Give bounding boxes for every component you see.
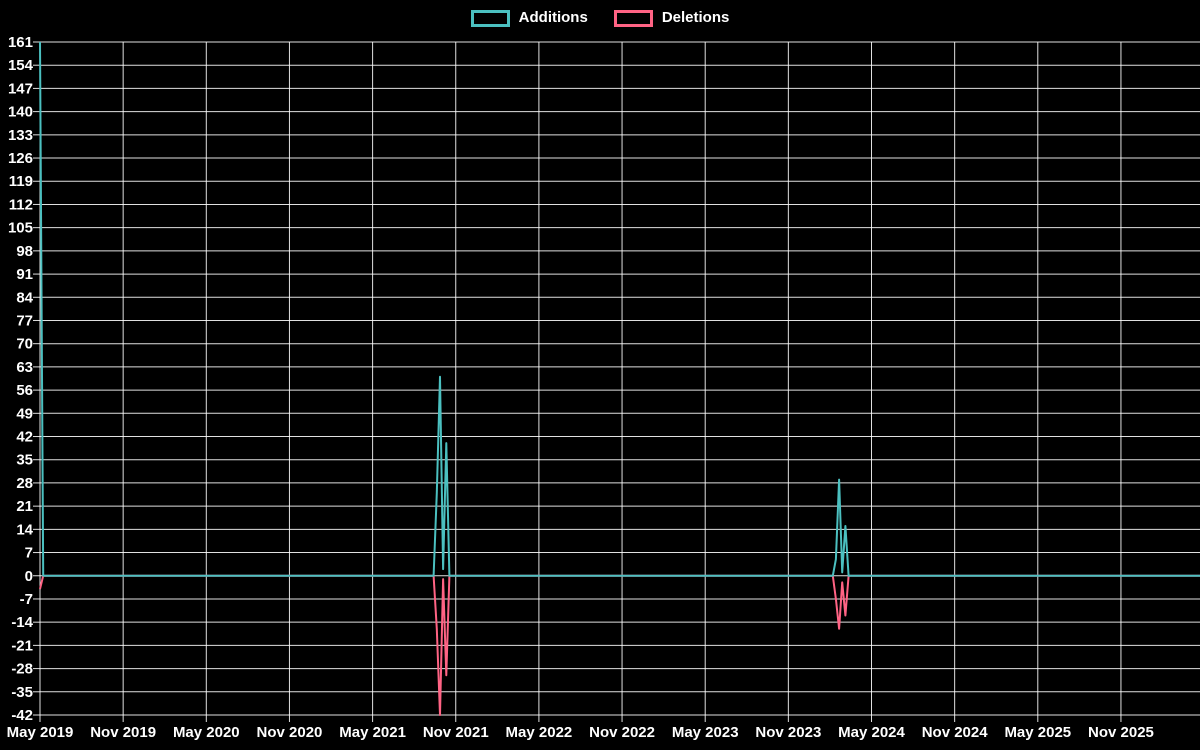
y-tick-label: -42: [11, 707, 33, 724]
y-tick-label: 35: [16, 452, 33, 469]
y-tick-label: 98: [16, 243, 33, 260]
y-tick-label: 84: [16, 289, 33, 306]
y-tick-label: 70: [16, 336, 33, 353]
y-tick-label: 133: [8, 127, 33, 144]
legend-label-additions: Additions: [518, 9, 588, 26]
x-tick-label: May 2022: [506, 724, 573, 741]
x-tick-label: May 2025: [1004, 724, 1071, 741]
y-tick-label: 42: [16, 429, 33, 446]
y-tick-label: 154: [8, 57, 34, 74]
y-tick-label: 147: [8, 80, 33, 97]
y-tick-label: 7: [25, 545, 33, 562]
y-tick-label: 112: [9, 196, 33, 213]
legend-item-additions[interactable]: Additions: [470, 8, 588, 28]
y-tick-label: 161: [8, 34, 33, 51]
y-tick-label: 14: [16, 521, 33, 538]
x-tick-label: Nov 2024: [922, 724, 989, 741]
y-tick-label: 49: [16, 405, 33, 422]
y-tick-label: 105: [8, 220, 33, 237]
x-tick-label: May 2023: [672, 724, 739, 741]
y-tick-label: 0: [25, 568, 33, 585]
x-tick-label: Nov 2020: [257, 724, 323, 741]
legend-item-deletions[interactable]: Deletions: [613, 8, 730, 28]
x-tick-label: May 2021: [339, 724, 406, 741]
x-tick-label: May 2019: [7, 724, 74, 741]
x-tick-label: Nov 2019: [90, 724, 156, 741]
y-tick-label: 63: [16, 359, 33, 376]
y-tick-label: -14: [11, 614, 33, 631]
y-tick-label: 119: [9, 173, 33, 190]
y-tick-label: 28: [16, 475, 33, 492]
y-tick-label: 140: [8, 104, 33, 121]
y-tick-label: 126: [8, 150, 33, 167]
deletions-swatch-icon: [613, 9, 653, 27]
x-tick-label: May 2020: [173, 724, 240, 741]
y-tick-label: 56: [16, 382, 33, 399]
x-tick-label: Nov 2021: [423, 724, 489, 741]
y-tick-label: -35: [11, 684, 33, 701]
y-tick-label: -7: [20, 591, 33, 608]
x-tick-label: Nov 2023: [755, 724, 821, 741]
y-tick-label: 21: [16, 498, 33, 515]
additions-line: [39, 41, 1200, 577]
legend-label-deletions: Deletions: [661, 9, 730, 26]
y-tick-label: 91: [16, 266, 33, 283]
x-tick-label: Nov 2025: [1088, 724, 1154, 741]
y-tick-label: -28: [11, 661, 33, 678]
y-tick-label: -21: [11, 637, 33, 654]
x-tick-label: Nov 2022: [589, 724, 655, 741]
additions-swatch-icon: [470, 9, 510, 27]
x-tick-label: May 2024: [838, 724, 905, 741]
y-tick-label: 77: [16, 312, 33, 329]
chart-legend: Additions Deletions: [0, 8, 1200, 28]
